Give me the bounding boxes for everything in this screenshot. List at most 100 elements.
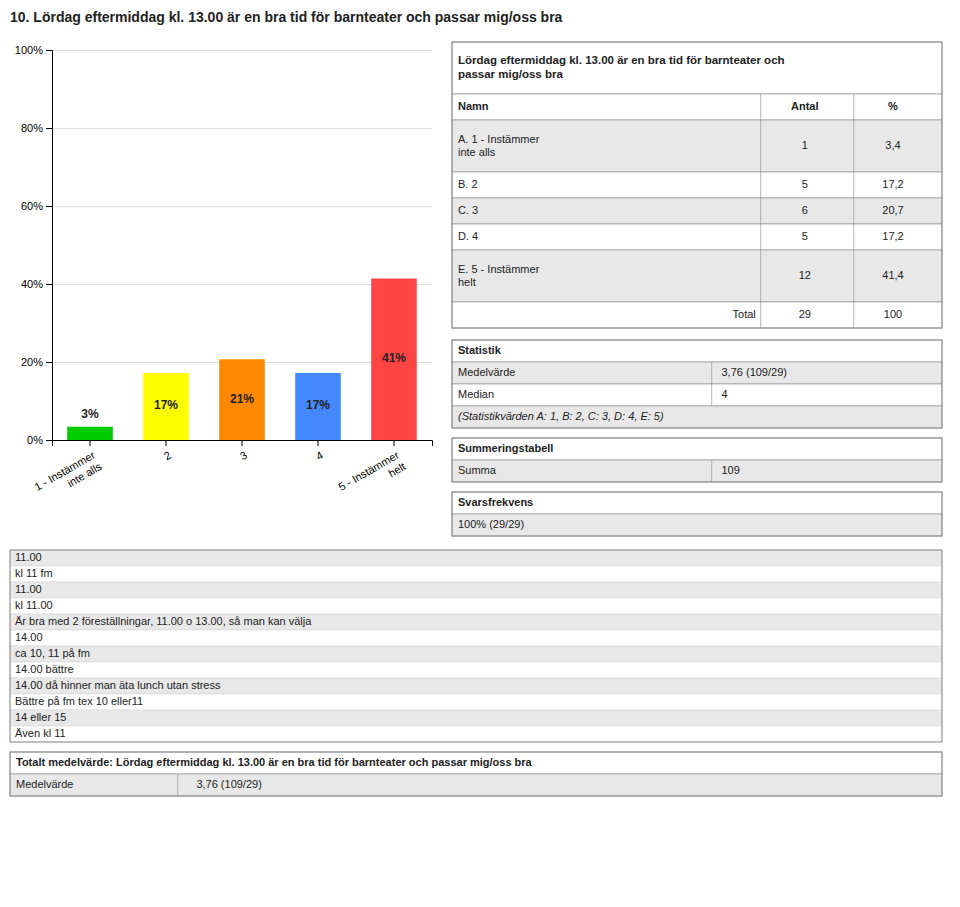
table-header: Antal <box>791 100 819 112</box>
summary-table: Totalt medelvärde: Lördag eftermiddag kl… <box>10 752 942 796</box>
grid-line <box>52 50 432 51</box>
table-cell: 41,4 <box>882 269 903 281</box>
grid-tick <box>52 50 432 51</box>
table-cell: 3,76 (109/29) <box>196 778 261 790</box>
cell-divider <box>177 774 178 796</box>
comment-row <box>10 550 942 566</box>
table-cell: Medelvärde <box>458 366 515 378</box>
tick-mark <box>46 206 52 207</box>
table-cell: 29 <box>799 308 811 320</box>
cell-divider <box>853 224 854 250</box>
tick-mark <box>46 128 52 129</box>
data-label: 41% <box>382 351 406 365</box>
cell <box>10 774 942 796</box>
x-tick: 2 <box>162 440 173 462</box>
cell-divider <box>760 198 761 224</box>
cell-divider <box>760 94 761 120</box>
table-cell: 17,2 <box>882 178 903 190</box>
table-header: Namn <box>458 100 489 112</box>
y-tick: 40% <box>21 278 52 290</box>
table-cell: 3,76 (109/29) <box>722 366 787 378</box>
cell <box>452 250 942 302</box>
table-header: % <box>888 100 898 112</box>
data-labels: 3% 17% 21% 17% 41% <box>81 351 406 420</box>
tick-label: 1 - Instämmerinte alls <box>32 448 104 504</box>
data-label: 21% <box>230 392 254 406</box>
tick-label: 5 - Instämmerhelt <box>336 449 408 505</box>
comment: Bättre på fm tex 10 eller11 <box>15 695 143 707</box>
tick-mark <box>46 284 52 285</box>
table-cell: Summa <box>458 464 497 476</box>
axis-domain <box>46 51 53 441</box>
table-cell: 17,2 <box>882 230 903 242</box>
comment-row <box>10 726 942 742</box>
comment: Även kl 11 <box>15 727 66 739</box>
table-cell: 6 <box>802 204 808 216</box>
y-tick: 100% <box>15 44 52 56</box>
x-tick: 3 <box>238 440 249 462</box>
grid-line <box>52 206 432 207</box>
cell <box>452 198 942 224</box>
data-label: 17% <box>154 399 178 413</box>
tick-mark <box>166 440 167 446</box>
table-cell: 100% (29/29) <box>458 518 524 530</box>
cell <box>452 120 942 172</box>
bar <box>371 279 417 440</box>
comment-row <box>10 710 942 726</box>
table-title: Summeringstabell <box>458 442 553 454</box>
grid-line <box>52 128 432 129</box>
table-cell: Medelvärde <box>16 778 73 790</box>
comments: 11.00kl 11 fm11.00kl 11.00Är bra med 2 f… <box>10 550 942 742</box>
cell-divider <box>711 384 712 406</box>
tick-label: 2 <box>162 449 173 462</box>
x-tick: 5 - Instämmerhelt <box>336 440 408 504</box>
cell <box>452 438 942 460</box>
y-tick: 80% <box>21 122 52 134</box>
bar <box>219 359 265 440</box>
table-title: Lördag eftermiddag kl. 13.00 är en bra t… <box>458 54 785 80</box>
data-label: 17% <box>306 399 330 413</box>
grid-tick <box>52 206 432 207</box>
grid-tick <box>52 128 432 129</box>
comment-row <box>10 614 942 630</box>
table-cell: D. 4 <box>458 230 478 242</box>
comment: 14.00 då hinner man äta lunch utan stres… <box>15 679 221 691</box>
table-cell: 4 <box>722 388 728 400</box>
y-tick: 60% <box>21 200 52 212</box>
table-frame <box>452 438 942 482</box>
table-frame <box>452 492 942 536</box>
cell <box>452 302 942 328</box>
data-table: Lördag eftermiddag kl. 13.00 är en bra t… <box>452 42 942 328</box>
comments-frame <box>10 550 942 742</box>
cell <box>452 362 942 384</box>
grid <box>52 51 432 441</box>
tick-label: 20% <box>21 356 43 368</box>
tick-label: 40% <box>21 278 43 290</box>
axis-domain <box>53 441 433 447</box>
comment-row <box>10 598 942 614</box>
bar <box>295 373 341 440</box>
tick-label: 0% <box>27 434 43 446</box>
comment: kl 11.00 <box>15 599 53 611</box>
cell-divider <box>760 224 761 250</box>
comment: 11.00 <box>15 583 42 595</box>
comment: kl 11 fm <box>15 567 53 579</box>
table-cell: 100 <box>884 308 902 320</box>
tick-label: 3 <box>238 449 249 462</box>
cell <box>452 340 942 362</box>
table-cell: 12 <box>799 269 811 281</box>
table-cell: C. 3 <box>458 204 478 216</box>
x-axis: 1 - Instämmerinte alls 2 3 4 5 - Instämmerhe… <box>32 440 432 504</box>
summary-table: StatistikMedelvärde3,76 (109/29)Median4(… <box>452 340 942 428</box>
data-label: 3% <box>81 407 99 421</box>
table-cell: E. 5 - Instämmerhelt <box>458 262 540 287</box>
bars <box>67 279 417 440</box>
tick-label: 4 <box>314 449 325 462</box>
tick-mark <box>90 440 91 446</box>
comment-row <box>10 662 942 678</box>
cell <box>452 172 942 198</box>
comment-row <box>10 694 942 710</box>
x-tick: 1 - Instämmerinte alls <box>32 440 104 504</box>
comment: 14.00 <box>15 631 43 643</box>
cell <box>452 94 942 120</box>
